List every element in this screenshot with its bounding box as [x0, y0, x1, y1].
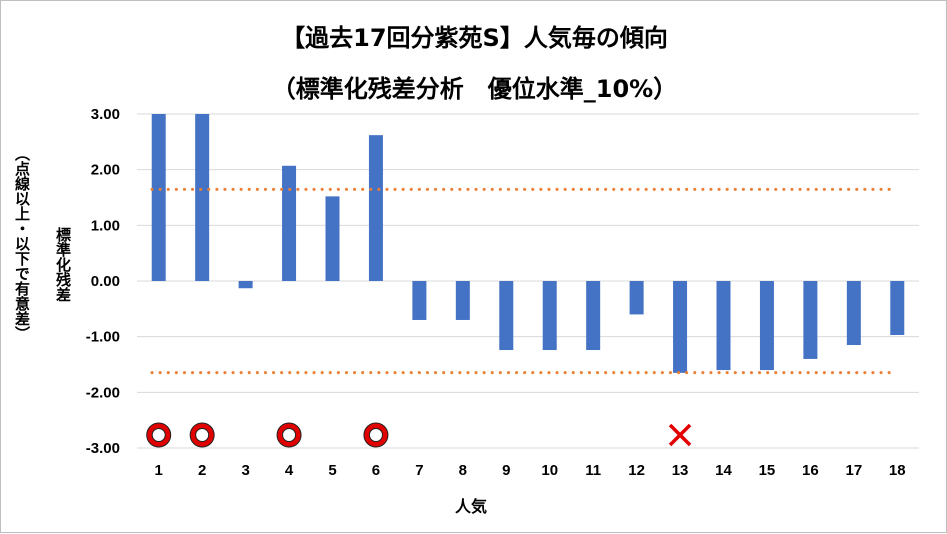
bar [455, 281, 470, 320]
x-tick-label: 5 [328, 462, 336, 479]
x-tick-label: 2 [198, 462, 206, 479]
bar [716, 281, 731, 371]
x-tick-label: 18 [889, 462, 906, 479]
x-axis-label: 人気 [454, 497, 487, 516]
x-tick-label: 9 [502, 462, 510, 479]
bar [368, 135, 383, 281]
bar [238, 281, 253, 289]
y-tick-label: 1.00 [91, 217, 120, 234]
y-tick-label: -1.00 [86, 329, 120, 346]
bar [759, 281, 774, 371]
bar [282, 165, 297, 281]
x-tick-label: 17 [845, 462, 862, 479]
x-tick-label: 4 [285, 462, 294, 479]
cross-marker-stroke [668, 423, 692, 447]
x-tick-label: 13 [672, 462, 689, 479]
bar [673, 281, 688, 373]
circle-marker-inner [282, 428, 297, 442]
x-tick-label: 12 [628, 462, 645, 479]
bar [890, 281, 905, 335]
chart-title: 【過去17回分紫苑S】人気毎の傾向 [281, 24, 668, 52]
bar [803, 281, 818, 359]
bar [195, 114, 210, 281]
x-tick-label: 10 [541, 462, 558, 479]
circle-marker-inner [368, 428, 383, 442]
x-tick-label: 1 [155, 462, 163, 479]
bar [151, 114, 166, 281]
bar [499, 281, 514, 351]
bar [542, 281, 557, 351]
x-tick-label: 11 [585, 462, 601, 479]
x-tick-label: 14 [715, 462, 732, 479]
y-tick-label: 2.00 [91, 162, 120, 179]
circle-marker-inner [195, 428, 210, 442]
bar [846, 281, 861, 346]
bar [586, 281, 601, 351]
bar [325, 196, 340, 281]
chart-subtitle: （標準化残差分析 優位水準_10%） [271, 75, 678, 103]
y-axis-label: 標準化残差 [54, 227, 72, 302]
y-tick-label: 0.00 [91, 273, 120, 290]
y-axis-sublabel: （点線以上・以下で有意差） [13, 146, 31, 341]
y-tick-label: -2.00 [86, 384, 120, 401]
y-tick-label: 3.00 [91, 106, 120, 123]
x-tick-label: 6 [372, 462, 380, 479]
x-tick-label: 3 [241, 462, 249, 479]
circle-marker-inner [151, 428, 166, 442]
x-tick-label: 7 [415, 462, 423, 479]
y-tick-label: -3.00 [86, 440, 120, 457]
x-tick-label: 16 [802, 462, 819, 479]
x-tick-label: 15 [759, 462, 776, 479]
x-tick-label: 8 [459, 462, 467, 479]
bar [412, 281, 427, 320]
bar [629, 281, 644, 315]
